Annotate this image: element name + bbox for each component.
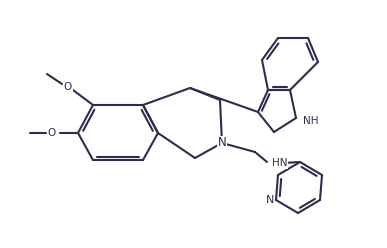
Text: O: O (48, 128, 56, 138)
Text: O: O (64, 82, 72, 92)
Text: N: N (217, 136, 226, 150)
Text: HN: HN (272, 158, 288, 168)
Text: NH: NH (303, 116, 319, 126)
Text: N: N (265, 195, 274, 205)
